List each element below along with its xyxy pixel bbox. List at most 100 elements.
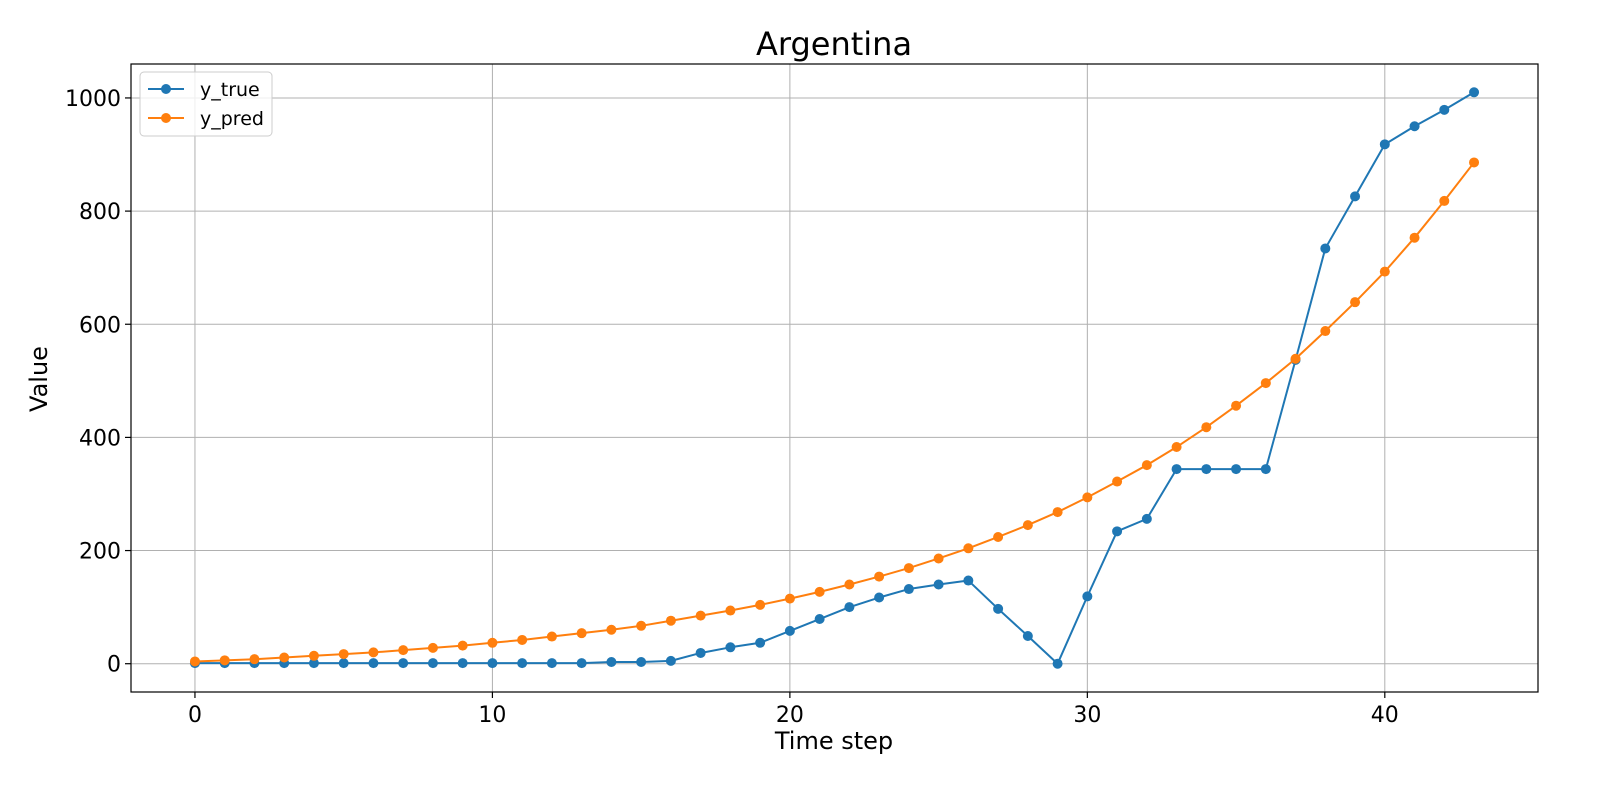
data-point [1052, 507, 1063, 518]
data-point [1320, 243, 1331, 254]
data-point [517, 634, 528, 645]
y-tick-label: 800 [79, 200, 121, 225]
series-line [194, 91, 1475, 665]
data-point [1439, 104, 1450, 115]
data-point [755, 599, 766, 610]
x-tick-label: 10 [478, 703, 506, 728]
data-point [1141, 460, 1152, 471]
y-tick-label: 200 [79, 540, 121, 565]
legend-marker [161, 113, 171, 123]
data-point [576, 628, 587, 639]
data-point [1290, 353, 1301, 364]
data-point [1201, 422, 1212, 433]
data-point [457, 640, 468, 651]
x-axis-label: Time step [774, 727, 893, 755]
data-point [219, 655, 230, 666]
data-point [1171, 464, 1182, 475]
data-point [665, 655, 676, 666]
y-tick-label: 400 [79, 426, 121, 451]
data-point [844, 602, 855, 613]
data-point [189, 656, 200, 667]
data-point [1350, 297, 1361, 308]
data-point [1112, 476, 1123, 487]
data-point [1409, 232, 1420, 243]
data-point [963, 575, 974, 586]
legend-label: y_true [200, 79, 260, 101]
data-point [814, 586, 825, 597]
data-point [725, 605, 736, 616]
data-point [457, 658, 468, 669]
data-point [398, 645, 409, 656]
grid-lines [131, 64, 1538, 692]
data-point [933, 553, 944, 564]
x-tick-label: 0 [188, 703, 202, 728]
data-point [993, 603, 1004, 614]
data-point [844, 579, 855, 590]
data-point [1439, 195, 1450, 206]
data-point [1082, 591, 1093, 602]
data-point [695, 610, 706, 621]
data-point [784, 593, 795, 604]
data-point [487, 637, 498, 648]
data-point [1379, 266, 1390, 277]
data-point [427, 658, 438, 669]
legend-label: y_pred [200, 108, 264, 130]
y-tick-label: 1000 [65, 87, 121, 112]
series-y-pred [189, 157, 1480, 667]
data-point [1171, 442, 1182, 453]
data-point [636, 657, 647, 668]
data-point [1052, 658, 1063, 669]
data-point [1379, 139, 1390, 150]
data-point [487, 658, 498, 669]
series-y-true [189, 87, 1480, 669]
data-point [784, 625, 795, 636]
data-point [279, 652, 290, 663]
data-point [1409, 121, 1420, 132]
data-point [933, 579, 944, 590]
data-point [1231, 464, 1242, 475]
data-point [1320, 326, 1331, 337]
data-point [427, 642, 438, 653]
y-tick-label: 600 [79, 313, 121, 338]
y-axis-label: Value [25, 346, 53, 412]
data-point [1260, 464, 1271, 475]
data-point [606, 624, 617, 635]
data-point [725, 642, 736, 653]
data-point [249, 654, 260, 665]
data-point [368, 658, 379, 669]
plot-frame [130, 63, 1539, 693]
data-point [517, 658, 528, 669]
data-point [398, 658, 409, 669]
data-point [606, 657, 617, 668]
legend: y_true y_pred [139, 71, 273, 137]
series-layer [189, 87, 1480, 669]
x-tick-label: 20 [776, 703, 804, 728]
data-point [874, 571, 885, 582]
legend-marker [161, 84, 171, 94]
data-point [546, 658, 557, 669]
data-point [546, 631, 557, 642]
data-point [1201, 464, 1212, 475]
data-point [308, 650, 319, 661]
data-point [903, 584, 914, 595]
legend-entry: y_true [148, 79, 260, 101]
y-tick-label: 0 [107, 653, 121, 678]
data-point [338, 658, 349, 669]
data-point [1469, 87, 1480, 98]
chart-title: Argentina [756, 25, 912, 63]
data-point [338, 649, 349, 660]
x-tick-label: 40 [1371, 703, 1399, 728]
legend-entry: y_pred [148, 108, 264, 130]
data-point [368, 647, 379, 658]
data-point [1350, 191, 1361, 202]
data-point [695, 647, 706, 658]
data-point [1141, 513, 1152, 524]
data-point [1260, 378, 1271, 389]
data-point [1082, 492, 1093, 503]
data-point [814, 614, 825, 625]
data-point [993, 531, 1004, 542]
data-point [903, 563, 914, 574]
data-point [963, 543, 974, 554]
